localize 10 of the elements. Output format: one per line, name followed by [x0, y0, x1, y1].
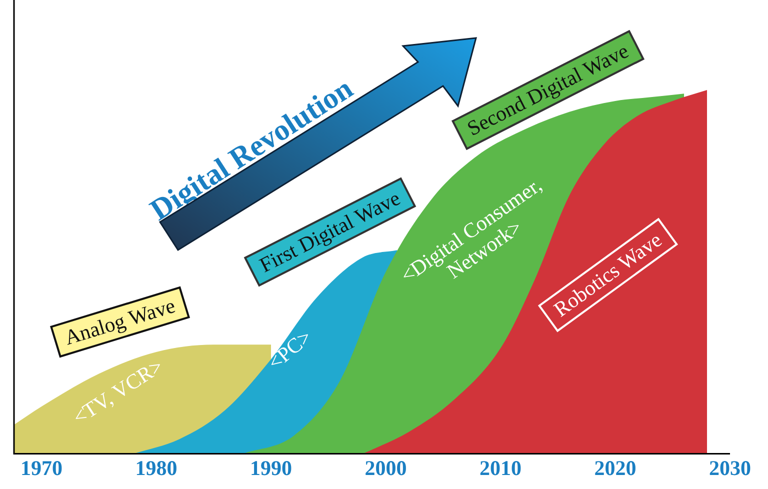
- annotation: <PC>: [263, 324, 316, 375]
- x-tick-label: 2030: [709, 456, 751, 480]
- x-tick-label: 1980: [135, 456, 178, 480]
- x-tick-label: 1970: [20, 456, 63, 480]
- x-tick-label: 2020: [594, 456, 636, 480]
- x-tick-label: 2000: [364, 456, 407, 480]
- x-tick-label: 2010: [480, 456, 522, 480]
- x-tick-label: 1990: [250, 456, 292, 480]
- annotation: <TV, VCR>: [68, 354, 168, 430]
- text: Analog Wave: [62, 293, 178, 350]
